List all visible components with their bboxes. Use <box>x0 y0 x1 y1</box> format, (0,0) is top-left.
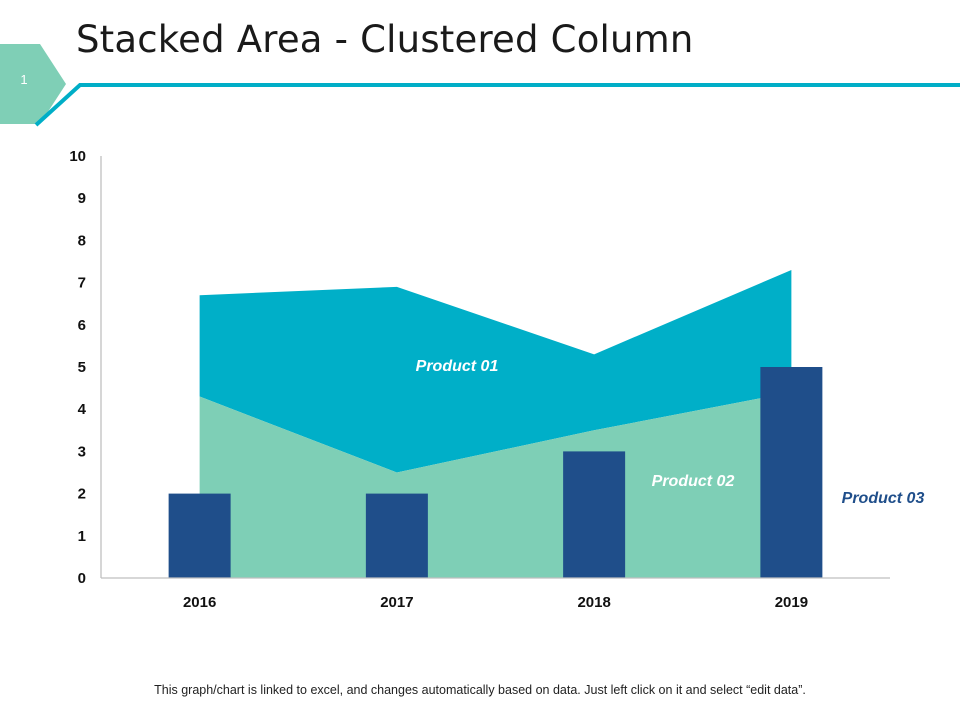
column-product-03-2018 <box>563 451 626 578</box>
y-tick-label: 4 <box>78 401 87 418</box>
y-tick-label: 8 <box>78 232 86 249</box>
column-product-03-2017 <box>365 493 428 578</box>
x-tick-labels: 2016 2017 2018 2019 <box>183 594 808 611</box>
slide-title: Stacked Area - Clustered Column <box>76 18 694 61</box>
page-badge <box>0 44 66 124</box>
y-tick-labels: 0 1 2 3 4 5 6 7 8 9 10 <box>69 148 86 587</box>
y-tick-label: 0 <box>78 570 86 587</box>
area-product-01 <box>199 269 792 473</box>
footer-note: This graph/chart is linked to excel, and… <box>154 683 806 697</box>
column-layer <box>168 367 823 578</box>
series-label-product-01: Product 01 <box>416 358 499 375</box>
y-tick-label: 5 <box>78 359 86 376</box>
y-tick-label: 6 <box>78 317 86 334</box>
y-tick-label: 10 <box>69 148 86 165</box>
y-tick-label: 7 <box>78 275 86 292</box>
y-tick-label: 2 <box>78 486 86 503</box>
x-tick-label: 2019 <box>775 594 808 611</box>
header-accent-line <box>34 83 960 127</box>
column-product-03-2016 <box>168 493 231 578</box>
axes <box>100 156 890 579</box>
series-label-product-03: Product 03 <box>842 490 925 507</box>
area-layer <box>199 269 792 578</box>
y-tick-label: 3 <box>78 443 86 460</box>
y-tick-label: 1 <box>78 528 86 545</box>
page-number: 1 <box>20 72 28 87</box>
series-label-product-02: Product 02 <box>652 473 735 490</box>
y-tick-label: 9 <box>78 190 86 207</box>
x-tick-label: 2016 <box>183 594 216 611</box>
x-tick-label: 2017 <box>380 594 413 611</box>
x-tick-label: 2018 <box>577 594 610 611</box>
column-product-03-2019 <box>760 367 823 578</box>
area-product-02 <box>199 392 792 578</box>
